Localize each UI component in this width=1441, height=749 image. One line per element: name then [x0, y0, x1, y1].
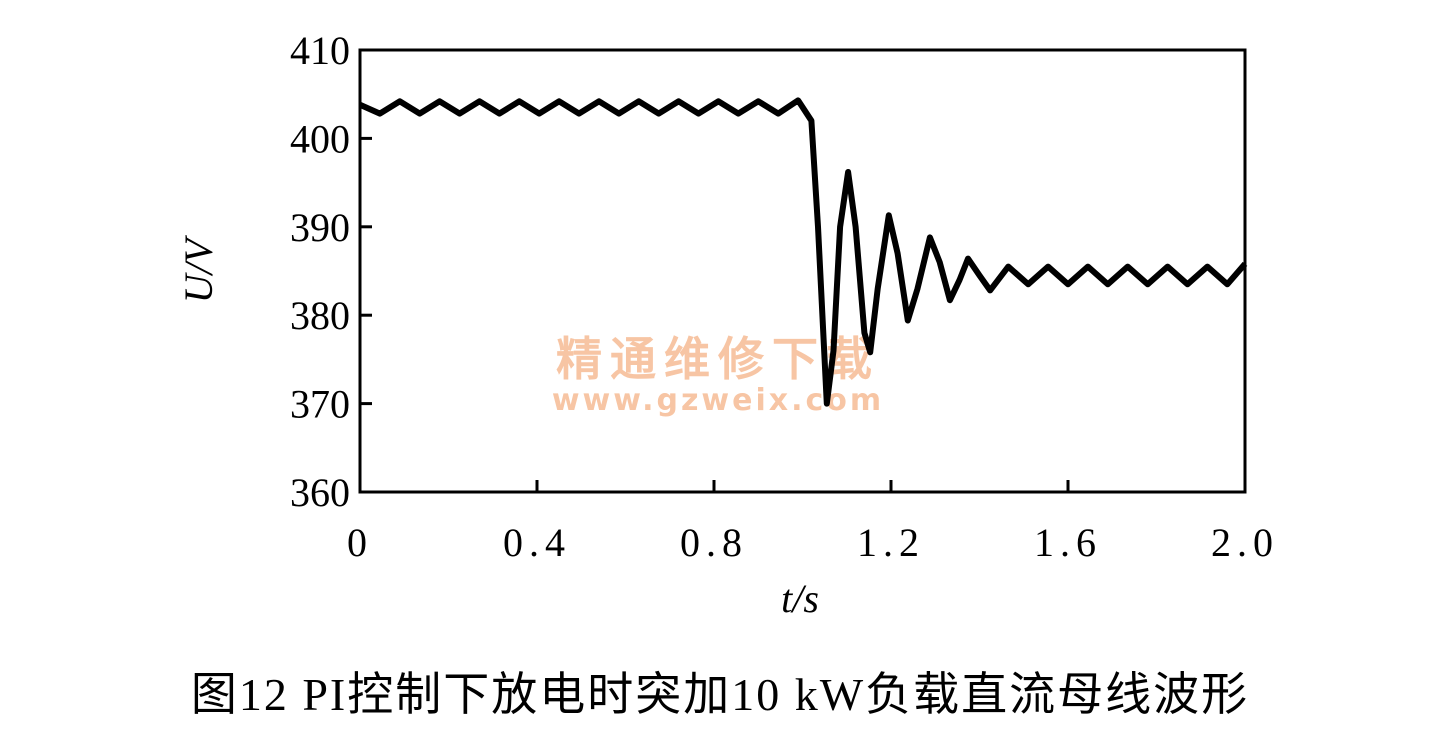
- voltage-line: [358, 97, 1248, 407]
- y-tick-label: 360: [290, 470, 350, 515]
- x-tick-label: 0.8: [680, 520, 748, 565]
- x-tick-label: 1.6: [1034, 520, 1102, 565]
- x-axis-label: t/s: [781, 576, 819, 621]
- x-tick-label: 1.2: [857, 520, 925, 565]
- watermark-url: www.gzweix.com: [552, 383, 884, 418]
- caption: 图12 PI控制下放电时突加10 kW负载直流母线波形: [191, 669, 1249, 720]
- x-tick-label: 0.4: [503, 520, 571, 565]
- plot-frame: [358, 48, 1247, 494]
- y-tick-label: 380: [290, 293, 350, 338]
- y-tick-label: 410: [290, 28, 350, 73]
- x-tick-label: 0: [347, 520, 373, 565]
- y-tick-label: 370: [290, 382, 350, 427]
- y-tick-label: 400: [290, 116, 350, 161]
- x-tick-label: 2.0: [1211, 520, 1279, 565]
- y-axis-label: U/V: [176, 234, 221, 303]
- watermark-cn: 精通维修下载: [556, 332, 880, 386]
- y-tick-label: 390: [290, 205, 350, 250]
